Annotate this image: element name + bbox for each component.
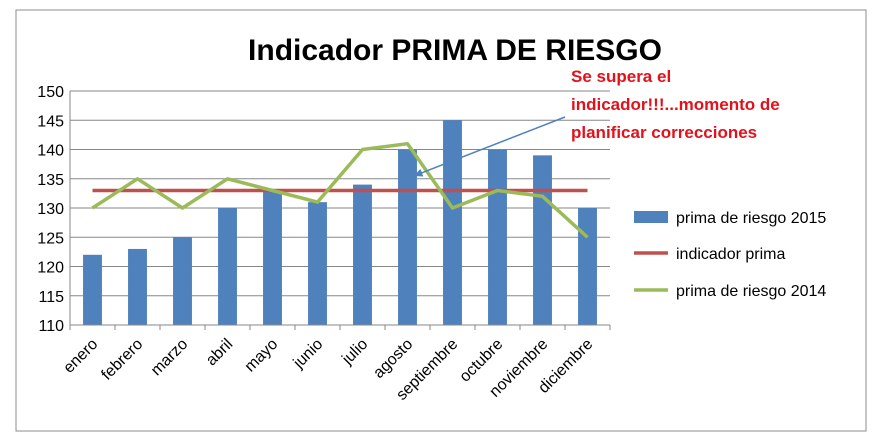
y-tick-label: 120 bbox=[37, 260, 64, 277]
y-tick-labels: 110 115 120 125 130 135 140 145 150 bbox=[37, 84, 64, 335]
chart-frame bbox=[15, 9, 867, 432]
bar-enero bbox=[83, 254, 102, 325]
axes bbox=[69, 91, 611, 330]
line-series-2 bbox=[91, 141, 589, 239]
annotation-text: indicador!!!...momento de bbox=[571, 95, 780, 114]
y-tick-label: 115 bbox=[38, 289, 64, 306]
bar-diciembre bbox=[578, 208, 597, 325]
annotation-text: planificar correcciones bbox=[571, 123, 757, 142]
bar-noviembre bbox=[533, 155, 552, 325]
legend-swatch bbox=[634, 211, 668, 223]
bar-mayo bbox=[263, 190, 282, 325]
bar-febrero bbox=[128, 248, 147, 325]
annotation-arrow bbox=[413, 116, 566, 177]
bar-julio bbox=[353, 184, 372, 325]
legend-label: prima de riesgo 2015 bbox=[676, 210, 826, 227]
bar-octubre bbox=[488, 149, 507, 325]
legend-label: indicador prima bbox=[676, 246, 785, 263]
y-tick-label: 130 bbox=[37, 201, 64, 218]
y-tick-label: 140 bbox=[37, 143, 64, 160]
y-tick-label: 110 bbox=[38, 318, 64, 335]
legend: prima de riesgo 2015 indicador prima prima… bbox=[634, 210, 826, 300]
y-tick-label: 125 bbox=[37, 230, 64, 247]
bar-abril bbox=[218, 208, 237, 325]
annotation-text: Se supera el bbox=[571, 67, 671, 86]
annotation: Se supera el indicador!!!...momento de pla… bbox=[413, 67, 780, 177]
bar-septiembre bbox=[443, 120, 462, 325]
bar-agosto bbox=[398, 149, 417, 325]
y-tick-label: 145 bbox=[37, 113, 64, 130]
line-series bbox=[91, 141, 589, 239]
y-tick-label: 135 bbox=[37, 172, 64, 189]
legend-label: prima de riesgo 2014 bbox=[676, 283, 826, 300]
y-tick-label: 150 bbox=[37, 84, 64, 101]
bar-junio bbox=[308, 202, 327, 325]
annotation-arrowhead bbox=[413, 169, 424, 177]
chart-title: Indicador PRIMA DE RIESGO bbox=[248, 34, 662, 67]
bar-marzo bbox=[173, 237, 192, 325]
